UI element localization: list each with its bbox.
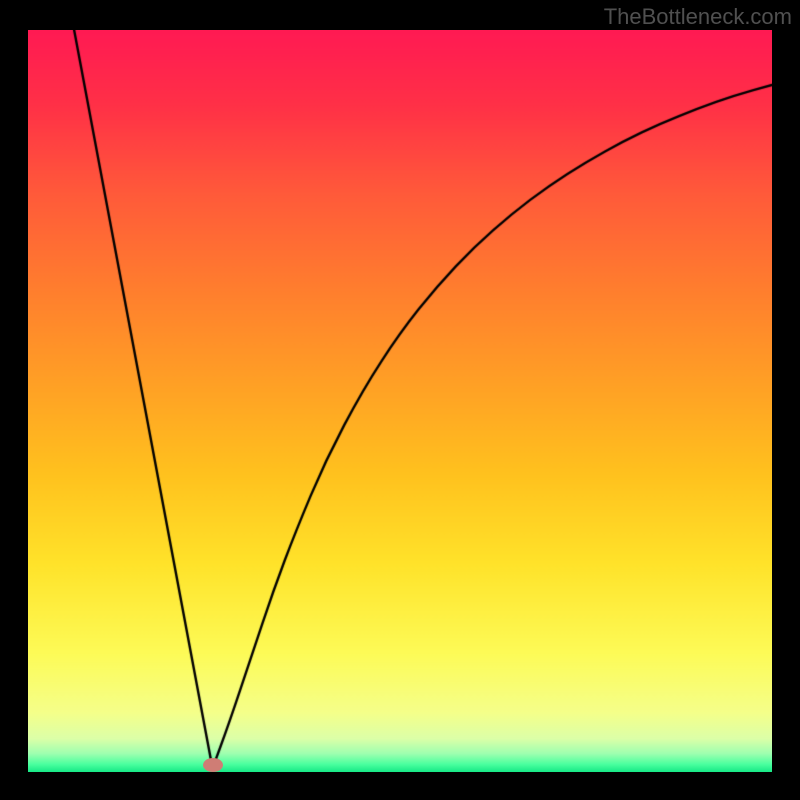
plot-area — [28, 30, 772, 772]
minimum-marker — [203, 758, 223, 772]
curve-layer — [28, 30, 772, 772]
watermark-text: TheBottleneck.com — [604, 4, 792, 30]
chart-root: TheBottleneck.com — [0, 0, 800, 800]
